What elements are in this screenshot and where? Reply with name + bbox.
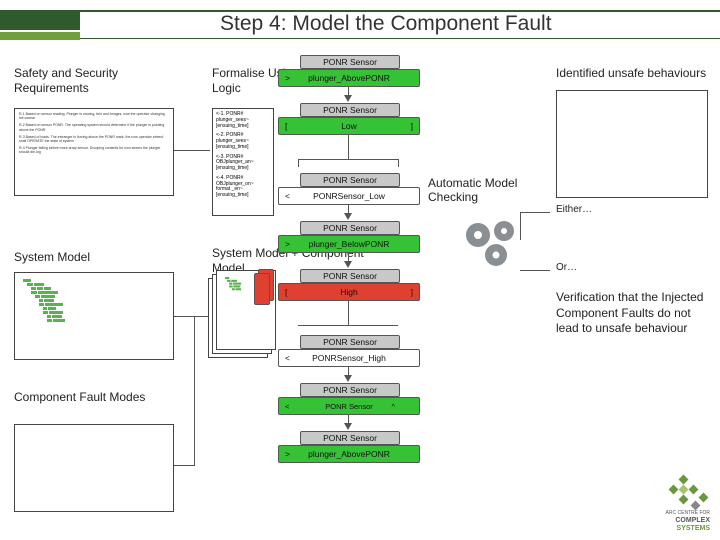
- bt-text: PONRSensor_Low: [313, 191, 385, 201]
- slide-title: Step 4: Model the Component Fault: [220, 12, 552, 36]
- req-para: R-4 Plunger falling before more array se…: [19, 146, 169, 154]
- bt-sensor: PONR Sensor: [300, 103, 400, 117]
- logo-line1: ARC CENTRE FOR: [666, 510, 711, 516]
- bt-sym: ]: [411, 121, 413, 131]
- bt-sensor: PONR Sensor: [300, 55, 400, 69]
- verify-text: Verification that the Injected Component…: [556, 290, 716, 337]
- header-accent: [0, 10, 80, 30]
- bt-row: > plunger_BelowPONR: [278, 235, 420, 253]
- system-model-tree: [23, 279, 66, 323]
- identified-box: [556, 90, 708, 198]
- req-para: R-3 Based of loads. The extranger is for…: [19, 135, 169, 143]
- bt-text: plunger_AbovePONR: [308, 73, 390, 83]
- bt-text: plunger_BelowPONR: [309, 239, 390, 249]
- bt-red-tag: [254, 273, 270, 305]
- complex-systems-logo: ARC CENTRE FOR COMPLEX SYSTEMS: [622, 472, 712, 532]
- comp-fault-label: Component Fault Modes: [14, 390, 154, 405]
- header-accent-2: [0, 32, 80, 40]
- comp-fault-box: [14, 424, 174, 512]
- bt-row: < PONRSensor_High: [278, 349, 420, 367]
- mini-tree: [225, 277, 242, 291]
- bt-row: < ^ PONR Sensor: [278, 397, 420, 415]
- system-model-label: System Model: [14, 250, 90, 265]
- safety-req-label: Safety and Security Requirements: [14, 66, 164, 96]
- bt-sym: <: [285, 402, 289, 411]
- bt-sensor: PONR Sensor: [300, 431, 400, 445]
- arrow-line: [174, 465, 194, 466]
- logo-line2: COMPLEX: [675, 517, 710, 524]
- bt-sym: >: [285, 73, 290, 83]
- bt-sym: <: [285, 353, 290, 363]
- bt-sym: <: [285, 191, 290, 201]
- bt-sym: >: [285, 449, 290, 459]
- auto-check-label: Automatic Model Checking: [428, 176, 558, 204]
- req-para: R-2 Based on sensor PONR. The operating …: [19, 123, 169, 131]
- identified-label: Identified unsafe behaviours: [556, 66, 720, 80]
- behavior-tree: PONR Sensor > plunger_AbovePONR PONR Sen…: [258, 55, 438, 525]
- bt-sensor: PONR Sensor: [300, 173, 400, 187]
- bt-text: PONR Sensor: [325, 402, 373, 411]
- bt-row: [ Low ]: [278, 117, 420, 135]
- bt-row-red: [ High ]: [278, 283, 420, 301]
- bt-sym: >: [285, 239, 290, 249]
- bt-text: plunger_AbovePONR: [308, 449, 390, 459]
- bt-row: > plunger_AbovePONR: [278, 445, 420, 463]
- bt-sym: ]: [411, 287, 413, 297]
- bt-text: PONRSensor_High: [312, 353, 386, 363]
- req-para: R-1 Based on sensor reading. Plunger is …: [19, 112, 169, 120]
- bt-row: < PONRSensor_Low: [278, 187, 420, 205]
- bt-text: Low: [341, 121, 357, 131]
- header-rule-bottom: [80, 38, 720, 39]
- bt-sym: [: [285, 287, 287, 297]
- bt-sensor: PONR Sensor: [300, 221, 400, 235]
- safety-req-box: R-1 Based on sensor reading. Plunger is …: [14, 108, 174, 196]
- system-model-box: [14, 272, 174, 360]
- bt-sym: ^: [391, 402, 395, 411]
- arrow-line: [174, 316, 210, 317]
- arrow-line: [174, 150, 210, 151]
- bt-sensor: PONR Sensor: [300, 335, 400, 349]
- either-label: Either…: [556, 204, 592, 215]
- bt-sym: [: [285, 121, 287, 131]
- bt-sensor: PONR Sensor: [300, 383, 400, 397]
- logo-line3: SYSTEMS: [677, 525, 711, 532]
- bt-text: High: [340, 287, 357, 297]
- or-label: Or…: [556, 262, 577, 273]
- bt-sensor: PONR Sensor: [300, 269, 400, 283]
- bt-row: > plunger_AbovePONR: [278, 69, 420, 87]
- arrow-line: [194, 316, 195, 466]
